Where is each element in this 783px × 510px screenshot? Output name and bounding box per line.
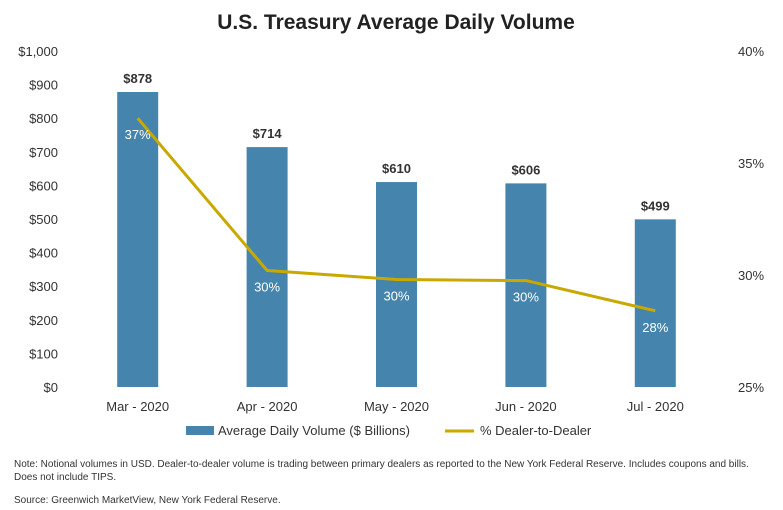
bar-value-label: $610 [382,161,411,176]
x-axis: Mar - 2020 Apr - 2020 May - 2020 Jun - 2020… [106,399,684,414]
left-tick-label: $1,000 [18,44,58,59]
x-tick-label: Jun - 2020 [495,399,556,414]
bar [376,182,417,387]
line-value-label: 28% [642,320,668,335]
bar-value-label: $878 [123,71,152,86]
chart-title: U.S. Treasury Average Daily Volume [217,11,575,34]
chart-note: Note: Notional volumes in USD. Dealer-to… [14,459,749,483]
chart-source: Source: Greenwich MarketView, New York F… [14,495,281,506]
legend-swatch-volume [186,426,214,435]
legend-label-dealer: % Dealer-to-Dealer [480,423,592,438]
right-tick-label: 40% [738,44,764,59]
line-value-label: 30% [254,280,280,295]
left-tick-label: $100 [29,346,58,361]
left-tick-label: $0 [44,380,58,395]
bar [246,147,288,387]
left-tick-label: $500 [29,212,58,227]
chart: U.S. Treasury Average Daily Volume $0 $10… [18,11,764,438]
x-tick-label: Apr - 2020 [237,399,298,414]
right-tick-label: 35% [738,156,764,171]
right-tick-label: 25% [738,380,764,395]
line-value-label: 30% [383,288,409,303]
right-tick-label: 30% [738,268,764,283]
dealer-line [136,117,656,313]
bar-series: $878 $714 $610 $606 $499 [117,71,676,387]
left-tick-label: $400 [29,246,58,261]
left-tick-label: $200 [29,313,58,328]
right-axis: 25% 30% 35% 40% [738,44,764,395]
left-tick-label: $600 [29,178,58,193]
line-series: 37% 30% 30% 30% 28% [125,117,669,335]
bar-value-label: $714 [253,126,283,141]
left-axis: $0 $100 $200 $300 $400 $500 $600 $700 $800 $900 $1… [18,44,58,395]
legend: Average Daily Volume ($ Billions) % Deal… [186,423,592,438]
left-tick-label: $900 [29,78,58,93]
line-value-label: 37% [125,127,151,142]
x-tick-label: Jul - 2020 [627,399,684,414]
bar-value-label: $499 [641,198,670,213]
line-value-label: 30% [513,290,539,305]
bar [117,91,159,387]
x-tick-label: Mar - 2020 [106,399,169,414]
bar [634,219,676,387]
left-tick-label: $700 [29,145,58,160]
legend-label-volume: Average Daily Volume ($ Billions) [218,423,410,438]
bar-value-label: $606 [511,162,540,177]
left-tick-label: $300 [29,279,58,294]
left-tick-label: $800 [29,111,58,126]
x-tick-label: May - 2020 [364,399,429,414]
